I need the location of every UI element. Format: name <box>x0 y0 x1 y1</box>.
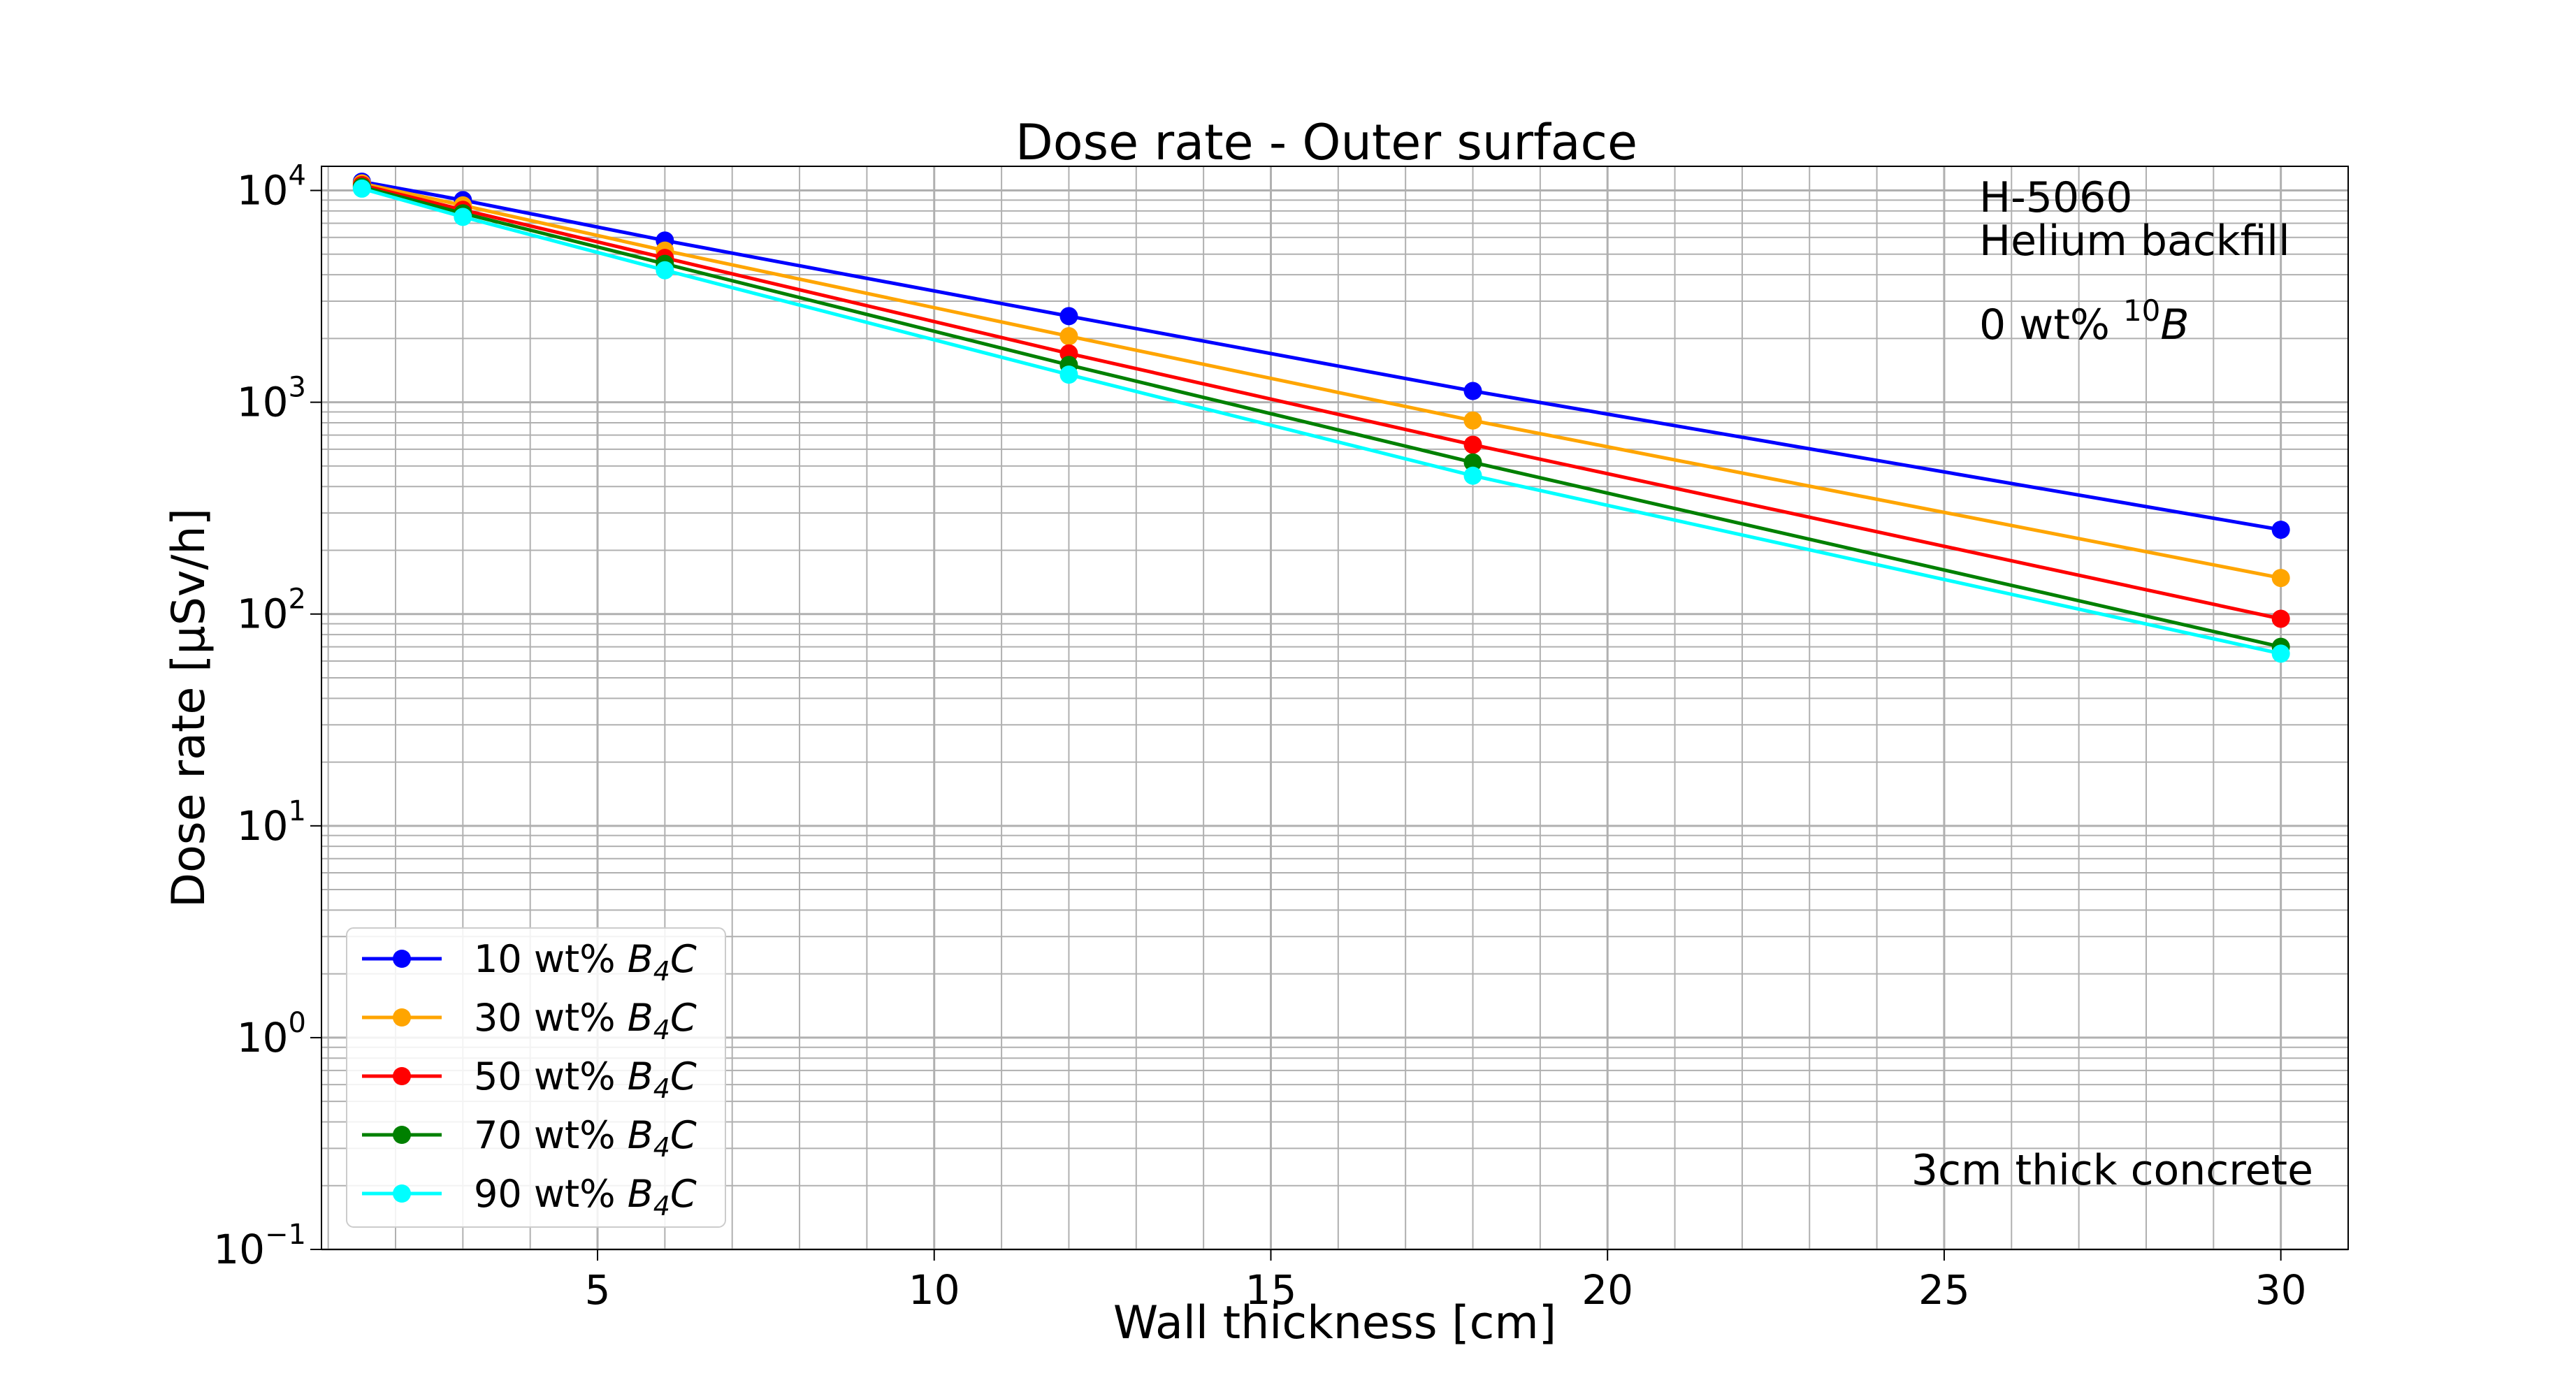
data-point <box>1059 365 1078 384</box>
legend: 10 wt% B4C 30 wt% B4C 50 wt% B4C 70 wt% B4C… <box>346 927 726 1228</box>
legend-label: 10 wt% B4C <box>474 937 697 987</box>
legend-swatch-marker <box>393 950 411 968</box>
annotation-backfill: Helium backfill <box>1979 217 2290 266</box>
x-tick-label: 5 <box>585 1266 611 1314</box>
legend-swatch-marker <box>393 1126 411 1144</box>
y-tick-label: 104 <box>237 160 306 215</box>
series-5 <box>352 179 2290 663</box>
series-line <box>361 187 2282 655</box>
annotation-boron-base: 0 wt% <box>1979 300 2123 349</box>
grid <box>321 166 2349 1251</box>
x-axis-ticks: 5 10 15 20 25 30 <box>585 1249 2307 1314</box>
data-point <box>1059 307 1078 326</box>
x-tick-label: 20 <box>1582 1266 1633 1314</box>
y-tick-label: 100 <box>237 1007 306 1061</box>
data-point <box>454 208 472 226</box>
annotation-model: H-5060 <box>1979 173 2132 222</box>
series-line <box>361 183 2282 621</box>
data-point <box>1463 411 1482 430</box>
annotation-block: H-5060 Helium backfill 0 wt% 10B 3cm thi… <box>1911 173 2313 1195</box>
y-axis-label: Dose rate [μSv/h] <box>163 508 215 908</box>
series-line <box>361 181 2282 580</box>
data-point <box>656 261 674 280</box>
data-point <box>2271 609 2290 628</box>
data-point <box>1463 453 1482 472</box>
data-point <box>2271 569 2290 588</box>
x-tick-label: 10 <box>909 1266 960 1314</box>
x-axis-label: Wall thickness [cm] <box>1113 1297 1556 1349</box>
annotation-boron-sup: 10 <box>2123 293 2160 328</box>
legend-frame <box>346 927 726 1228</box>
legend-item: 90 wt% B4C <box>362 1172 697 1221</box>
data-point <box>2271 644 2290 663</box>
legend-swatch-marker <box>393 1008 411 1027</box>
y-tick-label: 101 <box>237 795 306 850</box>
x-tick-label: 15 <box>1245 1266 1297 1314</box>
legend-label: 70 wt% B4C <box>474 1113 697 1163</box>
x-tick-label: 30 <box>2255 1266 2307 1314</box>
legend-swatch-marker <box>393 1067 411 1085</box>
data-point <box>1463 382 1482 400</box>
annotation-boron-sym: B <box>2160 300 2189 349</box>
data-point <box>1059 327 1078 346</box>
data-point <box>2271 521 2290 539</box>
legend-swatch-marker <box>393 1184 411 1203</box>
y-axis-ticks: 10−1 100 101 102 103 104 <box>213 160 321 1273</box>
y-tick-label: 102 <box>237 583 306 638</box>
series-line <box>361 180 2282 532</box>
annotation-boron: 0 wt% 10B <box>1979 293 2190 349</box>
x-tick-label: 25 <box>1918 1266 1970 1314</box>
legend-item: 70 wt% B4C <box>362 1113 697 1163</box>
annotation-concrete: 3cm thick concrete <box>1911 1146 2313 1195</box>
y-tick-label: 103 <box>237 372 306 426</box>
data-point <box>352 179 371 198</box>
series-line <box>361 184 2282 649</box>
y-tick-label: 10−1 <box>213 1219 306 1273</box>
series-layer <box>352 172 2290 663</box>
plot-frame <box>321 166 2349 1250</box>
chart-title: Dose rate - Outer surface <box>1015 114 1637 171</box>
legend-item: 30 wt% B4C <box>362 996 697 1045</box>
legend-item: 10 wt% B4C <box>362 937 697 987</box>
legend-label: 50 wt% B4C <box>474 1054 697 1104</box>
data-point <box>1463 466 1482 485</box>
data-point <box>1463 435 1482 454</box>
legend-label: 90 wt% B4C <box>474 1172 697 1221</box>
legend-label: 30 wt% B4C <box>474 996 697 1045</box>
legend-item: 50 wt% B4C <box>362 1054 697 1104</box>
